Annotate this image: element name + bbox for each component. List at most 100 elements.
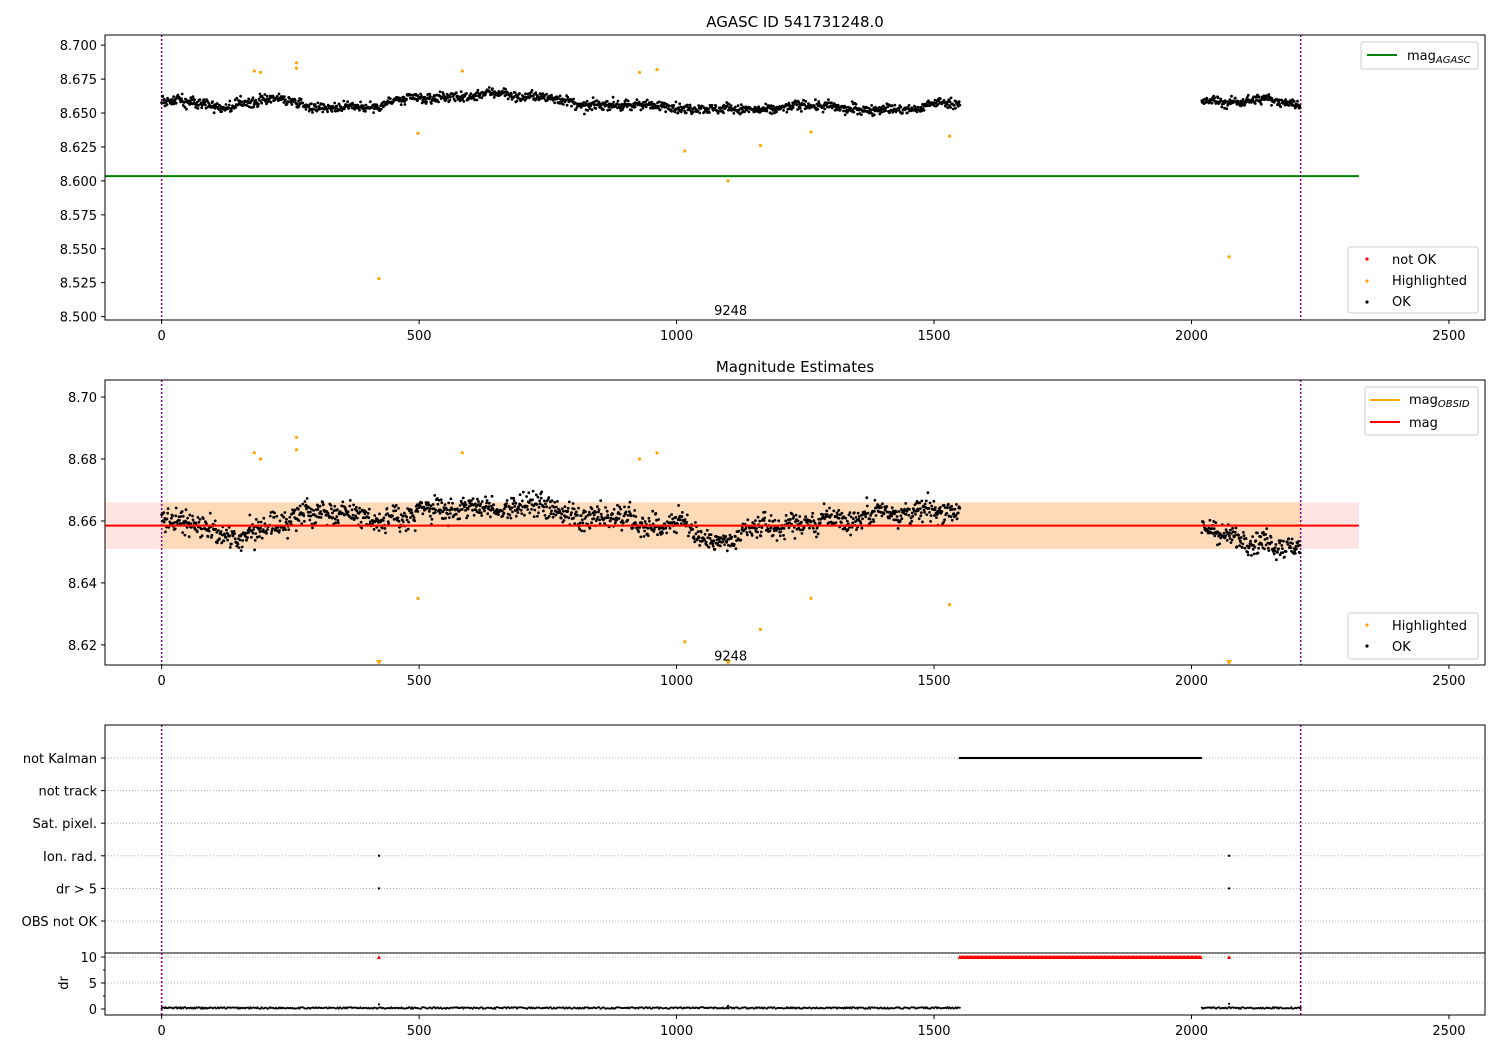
ok-point xyxy=(179,515,183,518)
ok-point xyxy=(1222,531,1226,535)
ok-point xyxy=(212,111,216,115)
ok-point xyxy=(606,108,610,112)
ok-point xyxy=(611,103,614,106)
ok-point xyxy=(848,511,852,515)
ok-point xyxy=(537,505,541,509)
ok-point xyxy=(1202,520,1205,524)
ok-point xyxy=(253,548,256,552)
ok-point xyxy=(1237,534,1240,537)
ok-point xyxy=(737,529,740,533)
ok-point xyxy=(215,102,219,106)
ok-point xyxy=(692,537,696,541)
ok-point xyxy=(547,514,551,518)
ok-point xyxy=(945,102,949,106)
ok-point xyxy=(553,101,557,105)
ok-point xyxy=(1225,107,1229,111)
ok-point xyxy=(486,512,490,516)
ok-point xyxy=(658,108,662,112)
ok-point xyxy=(520,499,524,503)
highlighted-point xyxy=(416,596,420,600)
ok-point xyxy=(443,503,447,506)
ok-point xyxy=(685,103,689,107)
y-tick-label: 8.525 xyxy=(60,277,97,292)
magnitude-legend-obsid-sub: OBSID xyxy=(1438,399,1470,410)
ok-point xyxy=(705,528,709,532)
ok-point xyxy=(214,527,218,531)
ok-point xyxy=(428,92,432,96)
ok-point xyxy=(444,516,447,520)
ok-point xyxy=(165,103,169,107)
ok-point xyxy=(505,499,509,502)
ok-point xyxy=(599,512,603,516)
ok-point xyxy=(325,108,329,111)
ok-point xyxy=(926,491,930,495)
ok-point xyxy=(880,110,884,114)
ok-point xyxy=(278,529,281,532)
dr-y-tick-label: 0 xyxy=(89,1003,97,1018)
ok-point xyxy=(232,530,236,533)
ok-point xyxy=(683,518,687,522)
ok-point xyxy=(338,108,341,112)
ok-point xyxy=(595,99,599,102)
agasc-legend-mag-label: mag xyxy=(1407,49,1436,64)
dr-plot-area xyxy=(105,952,1485,1015)
ok-point xyxy=(687,534,690,538)
ok-point xyxy=(551,515,555,519)
ok-point xyxy=(1250,100,1253,104)
ok-point xyxy=(588,526,592,530)
ok-point xyxy=(227,106,231,110)
ok-point xyxy=(913,105,917,109)
ok-point xyxy=(386,512,389,515)
ok-point xyxy=(843,113,847,117)
ok-point xyxy=(834,521,838,524)
ok-point xyxy=(275,95,279,98)
ok-point xyxy=(181,104,185,107)
highlighted-point xyxy=(683,640,687,644)
ok-point xyxy=(678,102,682,106)
ok-point xyxy=(640,521,644,525)
ok-point xyxy=(1264,533,1267,536)
ok-point xyxy=(399,103,403,107)
ok-point xyxy=(512,496,515,500)
ok-point xyxy=(920,499,924,503)
ok-point xyxy=(265,531,268,535)
ok-point xyxy=(1298,544,1302,547)
ok-point xyxy=(827,98,830,101)
ok-point xyxy=(697,536,701,540)
ok-point xyxy=(870,104,873,107)
ok-point xyxy=(398,96,402,100)
ok-point xyxy=(538,499,541,503)
ok-point xyxy=(865,496,869,500)
ok-point xyxy=(770,112,773,116)
highlighted-point xyxy=(1227,255,1231,259)
ok-point xyxy=(433,511,437,514)
ok-point xyxy=(289,520,293,524)
ok-point xyxy=(184,508,188,512)
ok-point xyxy=(512,499,516,503)
ok-point xyxy=(180,92,184,96)
ok-point xyxy=(250,535,253,539)
ok-point xyxy=(310,102,313,105)
ok-point xyxy=(180,97,184,101)
ok-point xyxy=(727,102,731,106)
ok-point xyxy=(635,98,639,102)
y-tick-label: 8.625 xyxy=(60,141,97,156)
ok-point xyxy=(811,511,815,515)
ok-point xyxy=(714,104,718,108)
ok-point xyxy=(895,510,898,514)
ok-point xyxy=(262,516,266,520)
agasc-y-axis: 8.5008.5258.5508.5758.6008.6258.6508.675… xyxy=(60,39,105,326)
ok-point xyxy=(744,527,748,531)
magnitude-legend-highlighted: Highlighted xyxy=(1392,619,1467,634)
ok-point xyxy=(345,103,349,107)
ok-point xyxy=(478,95,481,99)
ok-point xyxy=(491,87,494,90)
ok-point xyxy=(606,516,610,519)
ok-point xyxy=(321,503,325,507)
ok-point xyxy=(479,502,482,506)
ok-point xyxy=(1293,552,1297,555)
ok-point xyxy=(869,520,873,524)
ok-point xyxy=(343,513,346,517)
x-tick-label: 500 xyxy=(407,1024,432,1039)
ok-point xyxy=(201,517,205,520)
